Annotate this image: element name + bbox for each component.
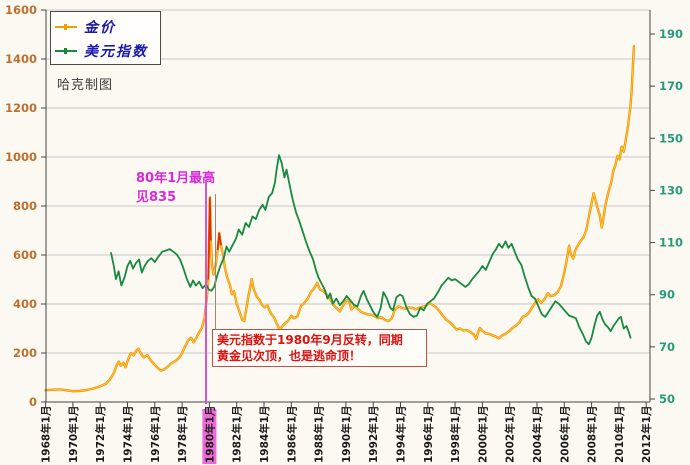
reversal-annotation: 美元指数于1980年9月反转，同期 黄金见次顶，也是逃命顶！ [212,329,427,367]
legend: 金价 美元指数 [50,11,161,65]
dollar-line-marker-icon [55,48,77,54]
svg-text:2010年1月: 2010年1月 [613,405,626,463]
legend-label-dollar-index: 美元指数 [84,44,148,60]
gridlines [46,9,650,403]
spike-overlay [207,197,212,280]
svg-text:50: 50 [659,392,675,406]
svg-text:1970年1月: 1970年1月 [67,405,80,463]
svg-text:2004年1月: 2004年1月 [531,405,544,463]
svg-text:1968年1月: 1968年1月 [40,405,53,463]
svg-text:1998年1月: 1998年1月 [449,405,462,463]
left-axis-labels: 0 200 400 600 800 1000 1200 1400 1600 [5,3,46,409]
svg-text:2008年1月: 2008年1月 [586,405,599,463]
series-lines [44,45,636,393]
reversal-annotation-line1: 美元指数于1980年9月反转，同期 [217,333,403,347]
svg-text:600: 600 [13,248,37,262]
svg-text:400: 400 [13,297,37,311]
svg-text:150: 150 [659,131,683,145]
x-axis-labels: 1968年1月 1970年1月 1972年1月 1974年1月 1976年1月 1978年… [40,402,653,463]
gold-line-marker-icon [55,24,77,30]
svg-text:1982年1月: 1982年1月 [231,405,244,463]
spike-overlay [216,232,222,251]
svg-text:1980年1月: 1980年1月 [203,405,216,463]
svg-text:1986年1月: 1986年1月 [285,405,298,463]
peak-annotation: 80年1月最高 见835 [136,169,215,207]
svg-text:1972年1月: 1972年1月 [94,405,107,463]
peak-vertical-line [205,180,207,404]
peak-annotation-line2: 见835 [136,190,177,205]
svg-text:1996年1月: 1996年1月 [422,405,435,463]
svg-text:1600: 1600 [5,3,37,17]
svg-text:1992年1月: 1992年1月 [367,405,380,463]
series-left-core [45,46,635,392]
svg-text:1990年1月: 1990年1月 [340,405,353,463]
svg-text:130: 130 [659,183,683,197]
legend-item-gold: 金价 [55,15,160,39]
svg-text:170: 170 [659,79,683,93]
legend-label-gold: 金价 [84,20,116,36]
svg-text:1978年1月: 1978年1月 [176,405,189,463]
svg-text:1200: 1200 [5,101,37,115]
reversal-annotation-line2: 黄金见次顶，也是逃命顶！ [217,349,362,363]
watermark-text: 哈克制图 [57,78,114,93]
svg-text:2000年1月: 2000年1月 [476,405,489,463]
svg-text:0: 0 [29,395,37,409]
svg-text:190: 190 [659,27,683,41]
svg-text:1984年1月: 1984年1月 [258,405,271,463]
svg-text:2002年1月: 2002年1月 [504,405,517,463]
svg-text:110: 110 [659,236,683,250]
highlighted-label-background [202,409,217,464]
svg-text:800: 800 [13,199,37,213]
svg-text:1976年1月: 1976年1月 [149,405,162,463]
svg-text:1974年1月: 1974年1月 [122,405,135,463]
legend-item-dollar-index: 美元指数 [55,39,160,63]
svg-text:2012年1月: 2012年1月 [640,405,653,463]
svg-text:70: 70 [659,340,675,354]
series-right [110,154,632,346]
svg-text:1400: 1400 [5,52,37,66]
svg-text:1994年1月: 1994年1月 [395,405,408,463]
svg-text:2006年1月: 2006年1月 [558,405,571,463]
svg-text:90: 90 [659,288,675,302]
note-leader-line [215,194,216,330]
peak-annotation-line1: 80年1月最高 [136,171,216,186]
right-axis-labels: 50 70 90 110 130 150 170 190 [650,27,683,406]
svg-text:1988年1月: 1988年1月 [313,405,326,463]
svg-text:1000: 1000 [5,150,37,164]
svg-text:200: 200 [13,346,37,360]
